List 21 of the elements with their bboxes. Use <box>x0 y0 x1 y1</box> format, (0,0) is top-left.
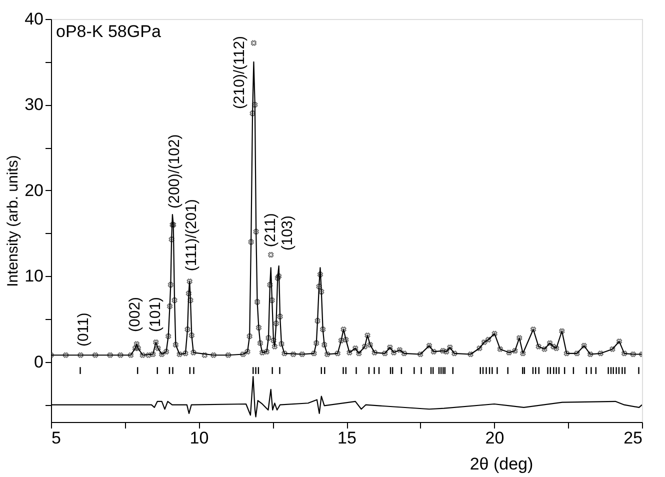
x-tick-label: 20 <box>485 428 504 448</box>
x-axis-title: 2θ (deg) <box>470 454 534 474</box>
annotation: (101) <box>147 296 164 332</box>
y-tick-label: 40 <box>24 10 44 28</box>
annotation: (111)/(201) <box>183 199 200 272</box>
annotation: (210)/(112) <box>231 36 248 110</box>
annotation: (002) <box>126 296 144 332</box>
x-tick-label: 25 <box>624 428 642 448</box>
y-axis-title: Intensity (arb. units) <box>4 155 22 287</box>
annotation: oP8-K 58GPa <box>56 22 162 41</box>
annotation: (211) <box>262 213 279 248</box>
annotation: (103) <box>279 215 296 251</box>
x-tick-label: 5 <box>52 428 61 448</box>
y-tick-label: 30 <box>24 95 44 114</box>
y-tick-label: 10 <box>24 266 44 286</box>
annotation: (011) <box>75 312 92 347</box>
y-tick-label: 20 <box>24 180 44 200</box>
x-tick-label: 10 <box>190 428 209 448</box>
x-tick-label: 15 <box>338 428 356 448</box>
y-tick-label: 0 <box>34 352 44 372</box>
annotation: (200)/(102) <box>166 134 183 208</box>
